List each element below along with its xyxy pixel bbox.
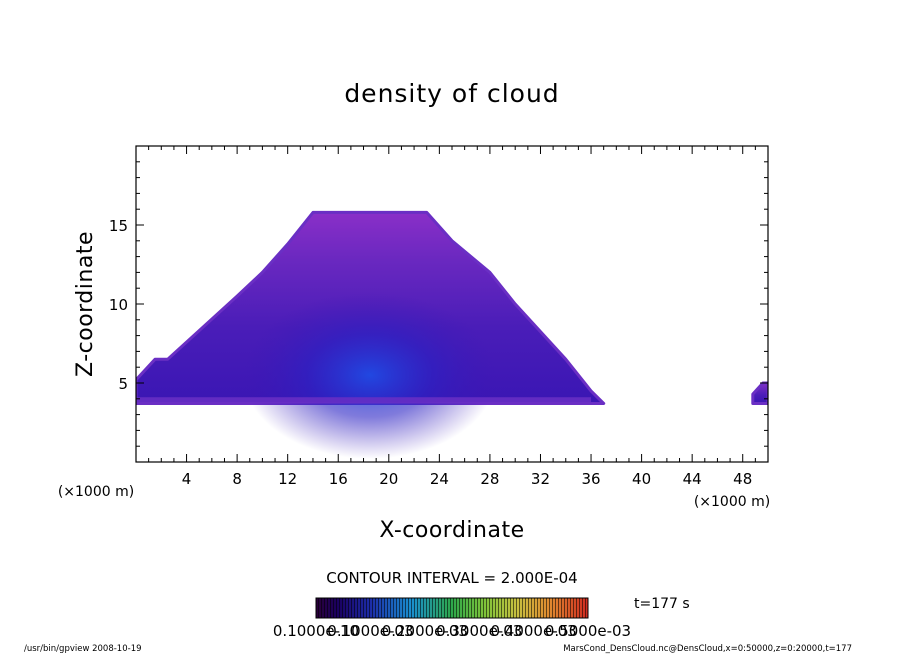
- x-tick-label: 32: [531, 470, 550, 488]
- chart-title: density of cloud: [344, 79, 559, 108]
- colorbar-label: 0.3000e-03: [436, 622, 522, 640]
- y-tick-label: 10: [109, 296, 128, 314]
- colorbar: [315, 597, 589, 619]
- footer-right: MarsCond_DensCloud.nc@DensCloud,x=0:5000…: [563, 644, 852, 654]
- footer-left: /usr/bin/gpview 2008-10-19: [24, 644, 142, 654]
- x-tick-label: 4: [182, 470, 192, 488]
- x-axis-label: X-coordinate: [379, 518, 524, 543]
- y-axis-label: Z-coordinate: [73, 231, 98, 377]
- cloud-base: [136, 397, 592, 404]
- x-tick-label: 36: [581, 470, 600, 488]
- y-tick-label: 15: [109, 217, 128, 235]
- colorbar-hatch: [316, 598, 588, 618]
- x-tick-label: 28: [480, 470, 499, 488]
- x-unit-label-left: (×1000 m): [58, 484, 134, 500]
- contour-interval-label: CONTOUR INTERVAL = 2.000E-04: [326, 569, 577, 587]
- colorbar-label: 0.1000e-10: [273, 622, 359, 640]
- x-tick-label: 8: [232, 470, 242, 488]
- colorbar-label: 0.5000e-03: [545, 622, 631, 640]
- cloud-region-2: [751, 381, 768, 405]
- x-unit-label-right: (×1000 m): [694, 494, 770, 510]
- x-tick-label: 24: [430, 470, 449, 488]
- x-tick-label: 40: [632, 470, 651, 488]
- cloud-field: [136, 210, 768, 459]
- colorbar-labels: 0.1000e-100.1000e-030.2000e-030.3000e-03…: [273, 622, 631, 640]
- axis-ticks: [136, 146, 768, 462]
- colorbar-frame: [315, 597, 589, 619]
- cloud-core: [243, 291, 497, 459]
- x-tick-label: 44: [683, 470, 702, 488]
- y-tick-label: 5: [118, 375, 128, 393]
- colorbar-label: 0.2000e-03: [382, 622, 468, 640]
- x-tick-label: 12: [278, 470, 297, 488]
- colorbar-label: 0.1000e-03: [327, 622, 413, 640]
- x-tick-labels: 4 8 12 16 20 24 28 32 36 40 44 48: [182, 470, 752, 488]
- x-tick-label: 48: [733, 470, 752, 488]
- x-tick-label: 16: [329, 470, 348, 488]
- time-label: t=177 s: [634, 596, 690, 612]
- colorbar-label: 0.4000e-03: [490, 622, 576, 640]
- y-tick-labels: 5 10 15: [109, 217, 128, 393]
- x-tick-label: 20: [379, 470, 398, 488]
